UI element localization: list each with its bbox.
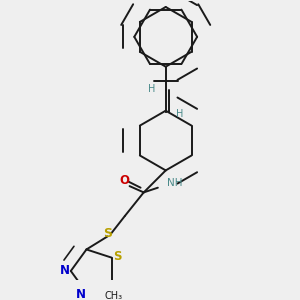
Text: NH: NH <box>167 178 183 188</box>
Text: O: O <box>119 174 129 187</box>
Text: H: H <box>176 109 184 119</box>
Text: S: S <box>103 227 112 240</box>
Text: N: N <box>59 265 70 278</box>
Text: CH₃: CH₃ <box>104 291 122 300</box>
Text: H: H <box>148 84 155 94</box>
Text: S: S <box>113 250 122 262</box>
Text: N: N <box>76 288 86 300</box>
